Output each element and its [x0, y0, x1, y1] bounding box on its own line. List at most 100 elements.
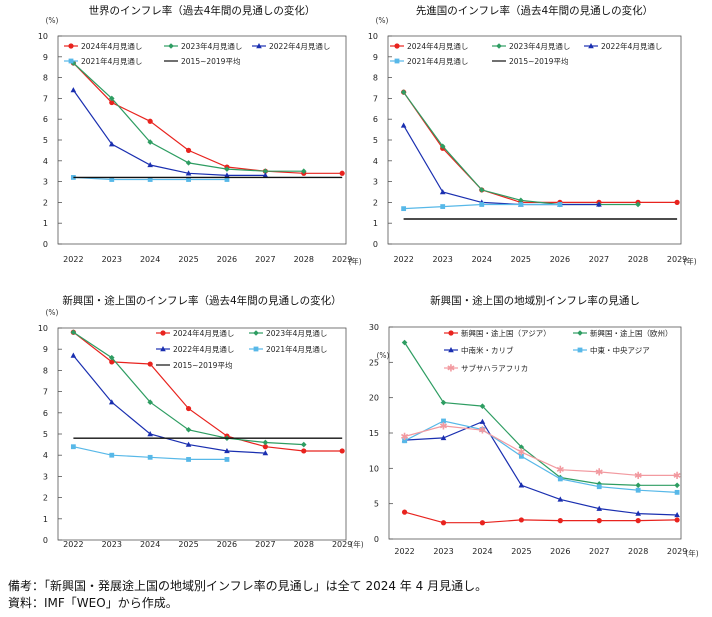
series-4 [402, 418, 680, 495]
x-unit-label: (年) [683, 256, 696, 266]
data-point [147, 361, 153, 367]
data-point [674, 517, 680, 523]
data-point [262, 450, 269, 456]
data-point [300, 441, 307, 448]
y-tick-label: 0 [373, 240, 378, 249]
x-tick-label: 2022 [63, 540, 83, 549]
legend-item: 2021年4月見通し [249, 344, 327, 354]
legend-swatch-marker [577, 330, 583, 336]
legend-item: 中南米・カリブ [444, 345, 514, 355]
y-tick-label: 6 [373, 115, 378, 124]
legend-item: 新興国・途上国（アジア） [444, 328, 551, 338]
data-point [557, 202, 563, 207]
y-tick-label: 0 [43, 240, 48, 249]
legend-item: 2021年4月見通し [64, 56, 142, 66]
legend-swatch-marker [160, 330, 166, 336]
x-tick-label: 2022 [393, 255, 413, 264]
data-point [262, 168, 269, 174]
y-tick-label: 9 [373, 53, 378, 62]
legend-item: 新興国・途上国（欧州） [573, 328, 673, 338]
y-tick-label: 0 [374, 535, 379, 544]
legend-label: 2022年4月見通し [173, 344, 234, 354]
legend-item: 2023年4月見通し [249, 328, 327, 338]
legend-swatch-marker [160, 346, 166, 352]
legend-label: 2015~2019平均 [509, 56, 568, 66]
legend-item: ✱ サブサハラアフリカ [444, 363, 528, 375]
x-tick-label: 2029 [332, 255, 352, 264]
series-2 [400, 89, 641, 208]
data-point [70, 444, 76, 450]
data-point [480, 427, 485, 432]
y-tick-label: 7 [43, 388, 48, 397]
chart-advanced: 先進国のインフレ率（過去4年間の見通しの変化） (%) 0 1 2 3 4 5 6 7 8 9 10 20… [356, 0, 712, 272]
legend-label: 2023年4月見通し [266, 328, 327, 338]
data-point [147, 118, 153, 124]
series-line [404, 511, 678, 524]
legend-label: 2021年4月見通し [266, 344, 327, 354]
x-tick-label: 2025 [511, 547, 531, 556]
data-point: ✱ [517, 448, 525, 459]
data-point [109, 359, 115, 365]
x-unit-label: (年) [350, 539, 363, 549]
y-tick-label: 2 [373, 198, 378, 207]
y-tick-label: 3 [43, 178, 48, 187]
x-tick-label: 2025 [178, 540, 198, 549]
data-point [109, 452, 115, 458]
data-point [596, 518, 602, 524]
legend-label: 2015~2019平均 [181, 56, 240, 66]
y-tick-label: 3 [43, 472, 48, 481]
data-point [674, 199, 680, 205]
legend-swatch-marker [448, 330, 454, 336]
legend-swatch-marker [68, 58, 74, 64]
x-tick-label: 2026 [550, 547, 570, 556]
legend-label: 2023年4月見通し [509, 41, 570, 51]
data-point [557, 518, 563, 524]
legend-swatch-marker [588, 43, 594, 49]
data-point [635, 201, 641, 208]
series-4 [70, 175, 230, 182]
x-unit-label: (年) [685, 548, 698, 558]
y-tick-label: 2 [43, 494, 48, 503]
advanced-inflation-chart-svg: 先進国のインフレ率（過去4年間の見通しの変化） (%) 0 1 2 3 4 5 6 7 8 9 10 20… [368, 4, 697, 266]
data-point [109, 99, 115, 106]
x-tick-label: 2027 [589, 255, 609, 264]
legend-swatch-marker [577, 347, 583, 353]
data-point [596, 505, 603, 511]
y-tick-label: 9 [43, 53, 48, 62]
legend-swatch-marker [496, 43, 502, 49]
data-point [635, 518, 641, 524]
legend-label: 2021年4月見通し [407, 56, 468, 66]
y-tick-label: 30 [369, 323, 379, 332]
data-point [147, 161, 153, 168]
data-point [300, 168, 307, 174]
data-point: ✱ [439, 421, 447, 432]
series-line [404, 420, 678, 493]
footnote-note: 備考：「新興国・発展途上国の地域別インフレ率の見通し」は全て 2024 年 4 … [8, 579, 488, 593]
legend-label: 2022年4月見通し [269, 41, 330, 51]
y-tick-label: 8 [373, 74, 378, 83]
x-tick-label: 2023 [433, 547, 453, 556]
series-line [72, 89, 266, 176]
x-tick-label: 2028 [628, 547, 648, 556]
x-tick-label: 2028 [628, 255, 648, 264]
y-tick-label: 1 [43, 515, 48, 524]
legend-swatch-marker [253, 346, 259, 352]
data-point: ✱ [400, 432, 408, 443]
data-point [440, 434, 447, 441]
data-point [518, 444, 525, 450]
y-unit-label: (%) [377, 351, 390, 360]
series-3 [400, 122, 602, 207]
series-line [404, 342, 678, 486]
x-tick-label: 2023 [102, 255, 122, 264]
data-point: ✱ [478, 426, 486, 437]
data-point [147, 139, 153, 145]
series-1 [401, 509, 680, 526]
series-line [72, 355, 266, 454]
series-line [403, 91, 638, 206]
data-point [401, 339, 408, 346]
chart-emerging-regional: 新興国・途上国の地域別インフレ率の見通し (%) 0 5 10 15 20 25 30 2022 2… [356, 290, 712, 565]
legend-item: 2015~2019平均 [156, 360, 232, 370]
y-tick-label: 5 [43, 430, 48, 439]
emerging-inflation-chart-svg: 新興国・途上国のインフレ率（過去4年間の見通しの変化）(%) 0 1 2 3 4 5 6 7 8 9… [38, 294, 364, 549]
legend-swatch-marker [253, 330, 259, 336]
